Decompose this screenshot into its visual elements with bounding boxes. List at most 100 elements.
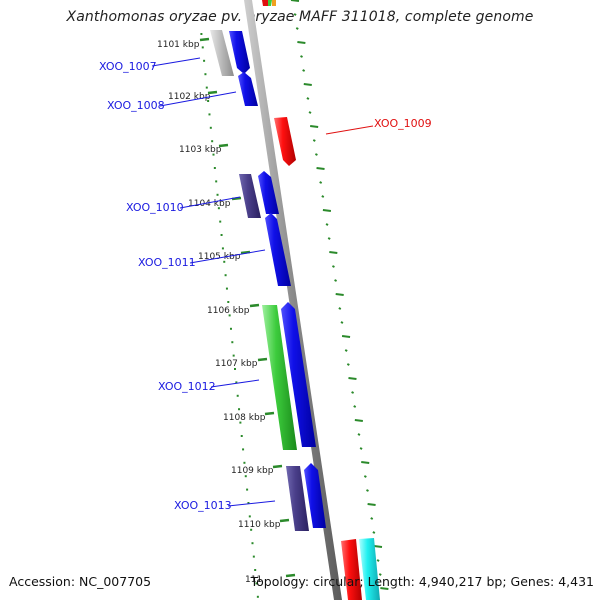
- outer-tick: [363, 475, 367, 478]
- outer-tick: [295, 27, 299, 30]
- kbp-major-tick: [257, 357, 268, 362]
- gene-xoo-1010-body[interactable]: [239, 174, 261, 218]
- outer-tick: [312, 139, 316, 142]
- outer-tick: [300, 55, 303, 58]
- gene-XOO_1012[interactable]: [262, 305, 297, 450]
- outer-tick: [327, 237, 331, 240]
- outer-tick: [322, 209, 332, 212]
- outer-tick: [331, 265, 335, 268]
- kbp-major-tick: [249, 303, 260, 308]
- outer-tick: [353, 405, 357, 408]
- gene-xoo-1009-body[interactable]: [274, 117, 296, 166]
- outer-tick: [380, 587, 389, 590]
- map-title: Xanthomonas oryzae pv. oryzae MAFF 31101…: [66, 9, 534, 25]
- gene-label-xoo-1009[interactable]: XOO_1009: [374, 117, 432, 130]
- gene-XOO_1009[interactable]: [274, 117, 296, 166]
- gene-label-xoo-1007[interactable]: XOO_1007: [99, 60, 157, 73]
- outer-tick: [346, 363, 350, 366]
- gene-forward-3[interactable]: [281, 302, 316, 447]
- kbp-tick-label: 111: [245, 575, 262, 585]
- outer-tick: [302, 69, 306, 72]
- gene-forward-1[interactable]: [229, 31, 250, 74]
- outer-tick: [367, 503, 376, 506]
- gene-xoo-1012-body[interactable]: [262, 305, 297, 450]
- kbp-major-tick: [285, 573, 296, 578]
- gene-XOO_1008[interactable]: [238, 72, 258, 106]
- gene-xoo-1007-body[interactable]: [210, 30, 234, 76]
- accession-text: Accession: NC_007705: [9, 574, 152, 589]
- gene-XOO_1010[interactable]: [239, 174, 261, 218]
- gene-leader-line: [151, 57, 201, 67]
- bottom-red-feature[interactable]: [341, 539, 362, 600]
- outer-tick: [290, 0, 300, 2]
- outer-tick: [297, 41, 306, 44]
- gene-XOO_1011[interactable]: [265, 213, 291, 286]
- outer-tick: [310, 125, 319, 128]
- kbp-tick-label: 1105 kbp: [198, 252, 241, 262]
- kbp-major-tick: [264, 411, 275, 416]
- gene-label-xoo-1013[interactable]: XOO_1013: [174, 499, 232, 512]
- gene-forward-2[interactable]: [258, 171, 279, 214]
- kbp-major-tick: [240, 250, 251, 255]
- outer-tick: [321, 195, 325, 198]
- outer-tick: [344, 349, 348, 352]
- kbp-tick-label: 1104 kbp: [188, 199, 231, 209]
- outer-tick: [354, 419, 363, 422]
- kbp-major-tick: [199, 37, 210, 42]
- outer-tick: [334, 279, 338, 282]
- outer-tick: [359, 447, 363, 450]
- kbp-major-tick: [231, 196, 242, 201]
- kbp-tick-track: [200, 33, 259, 598]
- gene-xoo-1013-body[interactable]: [286, 466, 309, 531]
- gene-leader-line: [179, 196, 241, 209]
- kbp-tick-label: 1109 kbp: [231, 466, 274, 476]
- genome-summary-text: Topology: circular; Length: 4,940,217 bp…: [250, 574, 594, 589]
- outer-tick: [361, 461, 370, 464]
- kbp-tick-label: 1103 kbp: [179, 145, 222, 155]
- outer-tick: [340, 321, 344, 324]
- gene-xoo-1008-body[interactable]: [238, 72, 258, 106]
- outer-tick: [319, 181, 323, 184]
- kbp-major-tick: [218, 143, 229, 148]
- gene-leader-line: [325, 125, 374, 135]
- gene-leader-line: [159, 91, 237, 107]
- outer-tick: [378, 573, 382, 576]
- gene-leader-line: [189, 249, 266, 264]
- outer-tick: [325, 223, 329, 226]
- gene-label-xoo-1011[interactable]: XOO_1011: [138, 256, 196, 269]
- outer-tick: [306, 97, 310, 100]
- outer-tick: [341, 335, 351, 338]
- gene-XOO_1013[interactable]: [286, 466, 309, 531]
- top-green-feature[interactable]: [268, 0, 272, 6]
- outer-tick: [348, 377, 357, 380]
- gene-callout-labels: XOO_1007 XOO_1008 XOO_1009 XOO_1010 XOO_1011…: [99, 57, 432, 512]
- kbp-tick-label: 1102 kbp: [168, 92, 211, 102]
- outer-tick: [316, 167, 325, 170]
- gene-forward-4[interactable]: [304, 463, 326, 528]
- gene-label-xoo-1010[interactable]: XOO_1010: [126, 201, 184, 214]
- kbp-major-tick: [279, 518, 290, 523]
- kbp-tick-label: 1107 kbp: [215, 359, 258, 369]
- outer-tick: [338, 307, 342, 310]
- gene-leader-line: [210, 379, 260, 388]
- outer-tick: [329, 251, 338, 254]
- gene-leader-line: [227, 500, 276, 507]
- gene-label-xoo-1012[interactable]: XOO_1012: [158, 380, 216, 393]
- bottom-cyan-feature[interactable]: [359, 538, 380, 600]
- outer-tick: [335, 293, 344, 296]
- kbp-major-tick: [207, 90, 218, 95]
- kbp-tick-label: 1108 kbp: [223, 413, 266, 423]
- gene-XOO_1007[interactable]: [210, 30, 234, 76]
- kbp-tick-label: 1110 kbp: [238, 520, 281, 530]
- outer-tick: [372, 531, 376, 534]
- genome-backbone: [244, 0, 342, 600]
- gene-xoo-1011-body[interactable]: [265, 213, 291, 286]
- kbp-tick-labels: 1101 kbp 1102 kbp 1103 kbp 1104 kbp 1105 kbp…: [157, 37, 296, 585]
- outer-tick: [351, 391, 355, 394]
- top-orange-feature[interactable]: [272, 0, 276, 6]
- outer-tick: [308, 111, 312, 114]
- outer-tick: [314, 153, 318, 156]
- gene-label-xoo-1008[interactable]: XOO_1008: [107, 99, 165, 112]
- outer-tick: [370, 517, 374, 520]
